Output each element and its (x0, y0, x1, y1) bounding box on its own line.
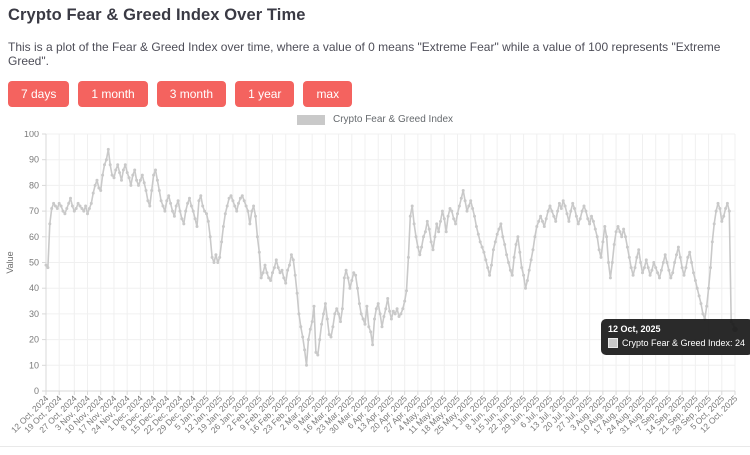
svg-text:50: 50 (29, 258, 39, 268)
svg-text:100: 100 (24, 131, 39, 139)
range-button-row: 7 days 1 month 3 month 1 year max (8, 81, 750, 107)
svg-text:Value: Value (5, 251, 15, 273)
range-button-3-month[interactable]: 3 month (156, 81, 227, 107)
legend-swatch (296, 114, 325, 125)
svg-text:80: 80 (29, 180, 39, 190)
range-button-max[interactable]: max (303, 81, 353, 107)
svg-text:70: 70 (29, 206, 39, 216)
svg-text:90: 90 (29, 155, 39, 165)
svg-text:30: 30 (29, 309, 39, 319)
page-title: Crypto Fear & Greed Index Over Time (8, 6, 306, 24)
chart-legend[interactable]: Crypto Fear & Greed Index (0, 114, 750, 125)
svg-text:20: 20 (29, 335, 39, 345)
tooltip-value: Crypto Fear & Greed Index: 24 (622, 337, 746, 348)
bottom-divider (0, 446, 750, 447)
range-button-1-year[interactable]: 1 year (235, 81, 295, 107)
chart-tooltip: 12 Oct, 2025 Crypto Fear & Greed Index: … (601, 319, 750, 355)
svg-text:60: 60 (29, 232, 39, 242)
legend-label: Crypto Fear & Greed Index (332, 114, 454, 125)
range-button-1-month[interactable]: 1 month (78, 81, 148, 107)
tooltip-date: 12 Oct, 2025 (608, 324, 661, 334)
svg-text:10: 10 (29, 360, 39, 370)
tooltip-series-swatch (608, 338, 618, 349)
range-button-7-days[interactable]: 7 days (8, 81, 70, 107)
page-description: This is a plot of the Fear & Greed Index… (8, 40, 721, 68)
chart-area: Crypto Fear & Greed Index 12 Oct, 2024 19… (0, 106, 750, 455)
svg-text:40: 40 (29, 283, 39, 293)
svg-text:0: 0 (34, 386, 39, 396)
